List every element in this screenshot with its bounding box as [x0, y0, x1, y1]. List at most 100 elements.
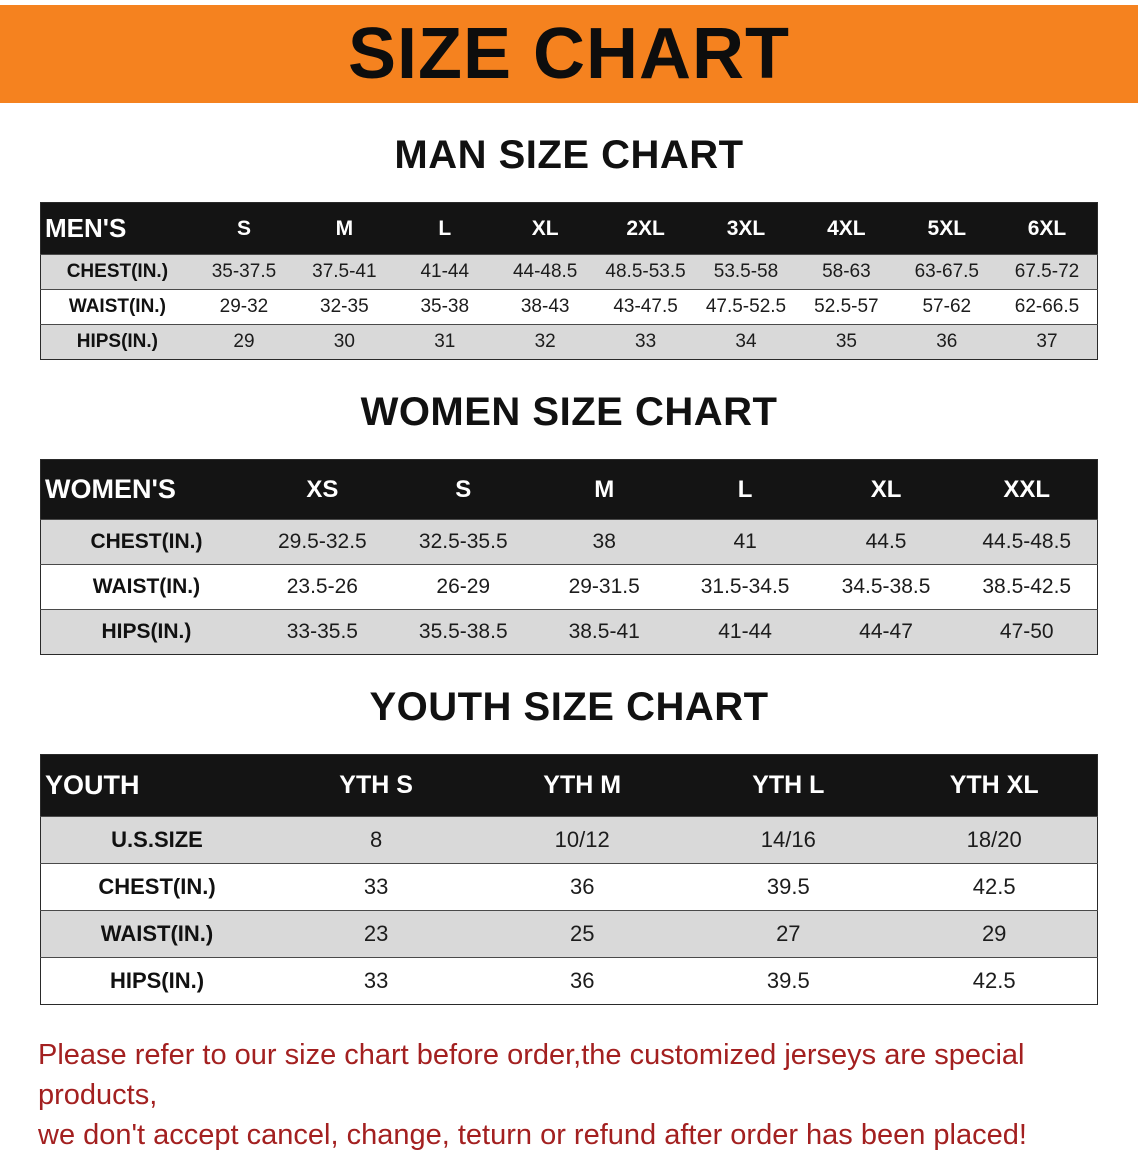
column-header: YTH L — [685, 754, 892, 817]
table-title-cell: YOUTH — [40, 754, 274, 817]
page-title: SIZE CHART — [348, 14, 790, 94]
size-value: 37 — [997, 324, 1098, 360]
women-table-wrap: WOMEN'S XS S M L XL XXL CHEST(IN.) 29.5-32.5 32.… — [40, 459, 1098, 655]
size-value: 38.5-42.5 — [956, 564, 1098, 610]
size-value: 67.5-72 — [997, 254, 1098, 290]
size-value: 32.5-35.5 — [392, 519, 534, 565]
size-value: 8 — [273, 816, 480, 864]
column-header: M — [294, 202, 395, 255]
men-table-body: CHEST(IN.) 35-37.5 37.5-41 41-44 44-48.5 48.5… — [40, 254, 1098, 360]
size-value: 33 — [273, 863, 480, 911]
column-header: 3XL — [695, 202, 797, 255]
column-header: L — [394, 202, 495, 255]
row-label: U.S.SIZE — [40, 816, 274, 864]
row-label: WAIST(IN.) — [40, 910, 274, 958]
row-label: CHEST(IN.) — [40, 519, 252, 565]
column-header: YTH XL — [891, 754, 1098, 817]
size-value: 41-44 — [674, 609, 816, 655]
size-value: 39.5 — [685, 863, 892, 911]
women-section-heading: WOMEN SIZE CHART — [360, 390, 778, 434]
size-value: 48.5-53.5 — [595, 254, 696, 290]
size-value: 33-35.5 — [251, 609, 393, 655]
size-value: 38-43 — [494, 289, 596, 325]
table-row: WAIST(IN.) 23.5-26 26-29 29-31.5 31.5-34.5 34… — [40, 564, 1098, 610]
disclaimer-note: Please refer to our size chart before or… — [38, 1035, 1100, 1155]
size-value: 36 — [479, 957, 686, 1005]
column-header: XXL — [956, 459, 1098, 520]
size-value: 23 — [273, 910, 480, 958]
size-value: 25 — [479, 910, 686, 958]
column-header: XL — [815, 459, 957, 520]
row-label: WAIST(IN.) — [40, 564, 252, 610]
table-title-cell: MEN'S — [40, 202, 194, 255]
table-row: CHEST(IN.) 35-37.5 37.5-41 41-44 44-48.5 48.5… — [40, 254, 1098, 290]
table-row: CHEST(IN.) 33 36 39.5 42.5 — [40, 863, 1098, 911]
size-value: 18/20 — [891, 816, 1098, 864]
size-value: 44-47 — [815, 609, 957, 655]
row-label: CHEST(IN.) — [40, 254, 194, 290]
men-table-header: MEN'S S M L XL 2XL 3XL 4XL 5XL 6XL — [40, 202, 1098, 255]
column-header: S — [392, 459, 534, 520]
size-value: 23.5-26 — [251, 564, 393, 610]
size-value: 29 — [891, 910, 1098, 958]
table-title-cell: WOMEN'S — [40, 459, 252, 520]
size-value: 38.5-41 — [533, 609, 675, 655]
size-value: 30 — [294, 324, 395, 360]
size-value: 32 — [494, 324, 596, 360]
row-label: HIPS(IN.) — [40, 957, 274, 1005]
women-size-table: WOMEN'S XS S M L XL XXL CHEST(IN.) 29.5-32.5 32.… — [40, 459, 1098, 655]
size-chart-banner: SIZE CHART — [0, 5, 1138, 103]
men-table-wrap: MEN'S S M L XL 2XL 3XL 4XL 5XL 6XL CHEST(IN.) 35-3… — [40, 202, 1098, 360]
size-value: 58-63 — [796, 254, 897, 290]
header-row: MEN'S S M L XL 2XL 3XL 4XL 5XL 6XL — [40, 202, 1098, 255]
youth-table-body: U.S.SIZE 8 10/12 14/16 18/20 CHEST(IN.) 33 36 39… — [40, 816, 1098, 1005]
row-label: HIPS(IN.) — [40, 324, 194, 360]
column-header: 2XL — [595, 202, 696, 255]
size-value: 41-44 — [394, 254, 495, 290]
table-row: WAIST(IN.) 29-32 32-35 35-38 38-43 43-47.5 47.… — [40, 289, 1098, 325]
table-row: HIPS(IN.) 33-35.5 35.5-38.5 38.5-41 41-44 44-… — [40, 609, 1098, 655]
size-value: 44.5-48.5 — [956, 519, 1098, 565]
size-value: 36 — [896, 324, 997, 360]
table-row: CHEST(IN.) 29.5-32.5 32.5-35.5 38 41 44.5 44.5… — [40, 519, 1098, 565]
size-value: 35 — [796, 324, 897, 360]
size-value: 42.5 — [891, 957, 1098, 1005]
column-header: XS — [251, 459, 393, 520]
size-value: 32-35 — [294, 289, 395, 325]
size-value: 33 — [595, 324, 696, 360]
column-header: YTH M — [479, 754, 686, 817]
women-table-header: WOMEN'S XS S M L XL XXL — [40, 459, 1098, 520]
size-value: 14/16 — [685, 816, 892, 864]
size-value: 34 — [695, 324, 797, 360]
size-value: 57-62 — [896, 289, 997, 325]
disclaimer-line-1: Please refer to our size chart before or… — [38, 1039, 1025, 1112]
size-value: 35-38 — [394, 289, 495, 325]
column-header: 4XL — [796, 202, 897, 255]
column-header: 6XL — [997, 202, 1098, 255]
size-value: 47-50 — [956, 609, 1098, 655]
size-value: 29-31.5 — [533, 564, 675, 610]
youth-section-heading: YOUTH SIZE CHART — [369, 685, 769, 729]
men-size-table: MEN'S S M L XL 2XL 3XL 4XL 5XL 6XL CHEST(IN.) 35-3… — [40, 202, 1098, 360]
size-value: 44.5 — [815, 519, 957, 565]
youth-size-table: YOUTH YTH S YTH M YTH L YTH XL U.S.SIZE 8 10/1… — [40, 754, 1098, 1005]
youth-section: YOUTH SIZE CHART YOUTH YTH S YTH M YTH L YTH… — [0, 685, 1138, 1005]
disclaimer-line-2: we don't accept cancel, change, teturn o… — [38, 1119, 1027, 1152]
row-label: CHEST(IN.) — [40, 863, 274, 911]
size-value: 63-67.5 — [896, 254, 997, 290]
column-header: M — [533, 459, 675, 520]
column-header: 5XL — [896, 202, 997, 255]
size-value: 38 — [533, 519, 675, 565]
column-header: XL — [494, 202, 596, 255]
size-value: 44-48.5 — [494, 254, 596, 290]
size-value: 27 — [685, 910, 892, 958]
size-value: 35.5-38.5 — [392, 609, 534, 655]
header-row: WOMEN'S XS S M L XL XXL — [40, 459, 1098, 520]
column-header: S — [193, 202, 295, 255]
size-value: 62-66.5 — [997, 289, 1098, 325]
table-row: HIPS(IN.) 33 36 39.5 42.5 — [40, 957, 1098, 1005]
size-value: 26-29 — [392, 564, 534, 610]
size-value: 29 — [193, 324, 295, 360]
size-value: 42.5 — [891, 863, 1098, 911]
men-section: MAN SIZE CHART MEN'S S M L XL 2XL 3XL 4XL 5XL 6XL… — [0, 133, 1138, 360]
